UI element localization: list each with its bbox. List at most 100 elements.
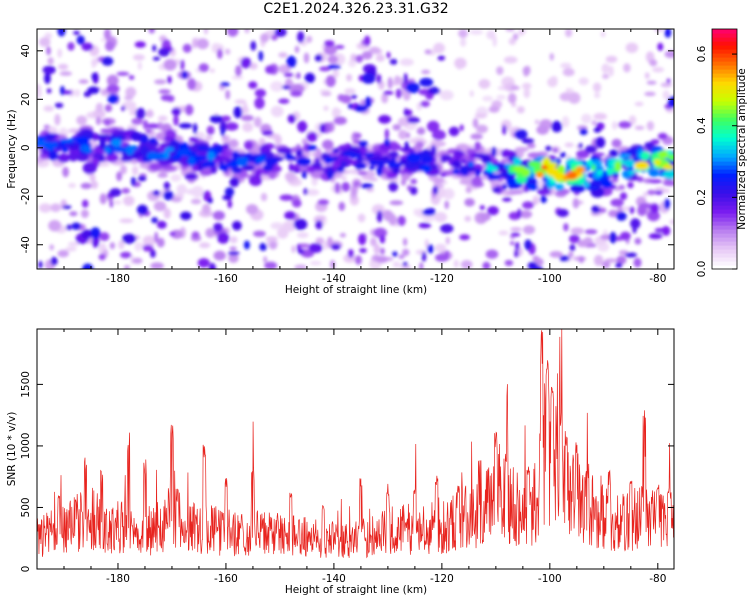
heatmap-cell bbox=[640, 151, 650, 161]
heatmap-cell bbox=[420, 100, 430, 108]
heatmap-cell bbox=[578, 77, 589, 86]
heatmap-cell bbox=[213, 222, 223, 233]
heatmap-cell bbox=[403, 73, 408, 85]
heatmap-cell bbox=[81, 199, 89, 208]
colorbar-segment bbox=[712, 205, 737, 210]
heatmap-cell bbox=[101, 56, 114, 66]
heatmap-cell bbox=[297, 31, 305, 43]
heatmap-cell bbox=[410, 178, 418, 185]
heatmap-cell bbox=[341, 176, 347, 181]
heatmap-cell bbox=[314, 124, 320, 132]
heatmap-cell bbox=[662, 169, 674, 180]
heatmap-cell bbox=[525, 183, 539, 191]
heatmap-cell bbox=[241, 164, 256, 171]
heatmap-cell bbox=[587, 160, 593, 166]
snr-x-axis-label: Height of straight line (km) bbox=[285, 584, 427, 596]
colorbar-segment bbox=[712, 101, 737, 106]
heatmap-cell bbox=[311, 176, 318, 186]
heatmap-cell bbox=[623, 159, 635, 168]
heatmap-cell bbox=[296, 72, 301, 79]
heatmap-cell bbox=[138, 207, 143, 213]
heatmap-cell bbox=[576, 149, 590, 159]
heatmap-cell bbox=[98, 253, 106, 261]
colorbar-segment bbox=[712, 261, 737, 266]
heatmap-cell bbox=[431, 86, 438, 94]
heatmap-cell bbox=[419, 77, 434, 87]
colorbar-segment bbox=[712, 165, 737, 170]
colorbar-segment bbox=[712, 189, 737, 194]
heatmap-cell bbox=[196, 145, 210, 152]
heatmap-cell bbox=[389, 58, 398, 65]
heatmap-cell bbox=[231, 167, 243, 174]
colorbar-segment bbox=[712, 73, 737, 78]
heatmap-cell bbox=[654, 29, 664, 33]
heatmap-cell bbox=[591, 120, 597, 126]
heatmap-ticks: -180 -160 -140 -120 -100 -80 -40 -20 0 20 40 bbox=[20, 29, 674, 285]
heatmap-cell bbox=[419, 262, 424, 269]
heatmap-cell bbox=[585, 185, 600, 191]
heatmap-cell bbox=[381, 93, 389, 104]
heatmap-cell bbox=[123, 264, 131, 269]
heatmap-cell bbox=[120, 165, 127, 175]
heatmap-cell bbox=[519, 210, 533, 219]
heatmap-cell bbox=[243, 103, 248, 112]
heatmap-cell bbox=[118, 240, 125, 250]
heatmap-cell bbox=[204, 29, 208, 35]
heatmap-cell bbox=[458, 29, 468, 38]
heatmap-cell bbox=[358, 233, 367, 246]
heatmap-cell bbox=[469, 90, 474, 97]
heatmap-cell bbox=[559, 255, 570, 262]
heatmap-cell bbox=[534, 119, 539, 125]
heatmap-cell bbox=[404, 140, 410, 152]
heatmap-cell bbox=[261, 130, 274, 136]
colorbar-tick-label: 0.2 bbox=[696, 189, 708, 206]
heatmap-cell bbox=[244, 29, 250, 34]
heatmap-cell bbox=[91, 58, 99, 66]
heatmap-cell bbox=[122, 233, 137, 244]
heatmap-cell bbox=[186, 188, 198, 195]
heatmap-cell bbox=[353, 180, 361, 188]
heatmap-cell bbox=[600, 31, 606, 38]
heatmap-cell bbox=[395, 88, 402, 99]
heatmap-cell bbox=[234, 99, 247, 105]
heatmap-cell bbox=[240, 57, 252, 69]
heatmap-cell bbox=[364, 96, 372, 108]
heatmap-cell bbox=[398, 129, 408, 140]
heatmap-cell bbox=[634, 101, 644, 107]
heatmap-cell bbox=[537, 188, 551, 196]
heatmap-cell bbox=[510, 232, 521, 237]
heatmap-cell bbox=[258, 137, 266, 146]
heatmap-cell bbox=[322, 241, 328, 251]
heatmap-cell bbox=[151, 217, 159, 224]
heatmap-cell bbox=[218, 163, 229, 171]
heatmap-cell bbox=[271, 34, 278, 41]
heatmap-cell bbox=[105, 153, 119, 163]
heatmap-cell bbox=[502, 124, 507, 135]
heatmap-cell bbox=[226, 162, 239, 168]
heatmap-cell bbox=[207, 197, 213, 204]
heatmap-cell bbox=[231, 75, 244, 80]
heatmap-cell bbox=[121, 105, 126, 112]
colorbar-tick-label: 0.0 bbox=[696, 261, 708, 278]
heatmap-cell bbox=[294, 264, 307, 269]
heatmap-cell bbox=[180, 59, 185, 71]
heatmap-cell bbox=[357, 170, 368, 176]
heatmap-cell bbox=[227, 29, 239, 37]
heatmap-cell bbox=[364, 152, 375, 158]
heatmap-cell bbox=[512, 33, 519, 41]
colorbar-segment bbox=[712, 53, 737, 58]
heatmap-cell bbox=[327, 55, 339, 64]
heatmap-cell bbox=[503, 56, 518, 64]
heatmap-cell bbox=[69, 211, 78, 217]
heatmap-cell bbox=[128, 75, 135, 80]
colorbar-segment bbox=[712, 109, 737, 114]
heatmap-cell bbox=[487, 206, 499, 216]
heatmap-cell bbox=[568, 251, 574, 258]
heatmap-cell bbox=[431, 129, 446, 141]
heatmap-cell bbox=[565, 29, 573, 38]
heatmap-cell bbox=[421, 251, 427, 262]
heatmap-cell bbox=[323, 105, 329, 112]
heatmap-cell bbox=[661, 226, 671, 236]
heatmap-cell bbox=[288, 162, 294, 172]
heatmap-cell bbox=[49, 244, 54, 251]
